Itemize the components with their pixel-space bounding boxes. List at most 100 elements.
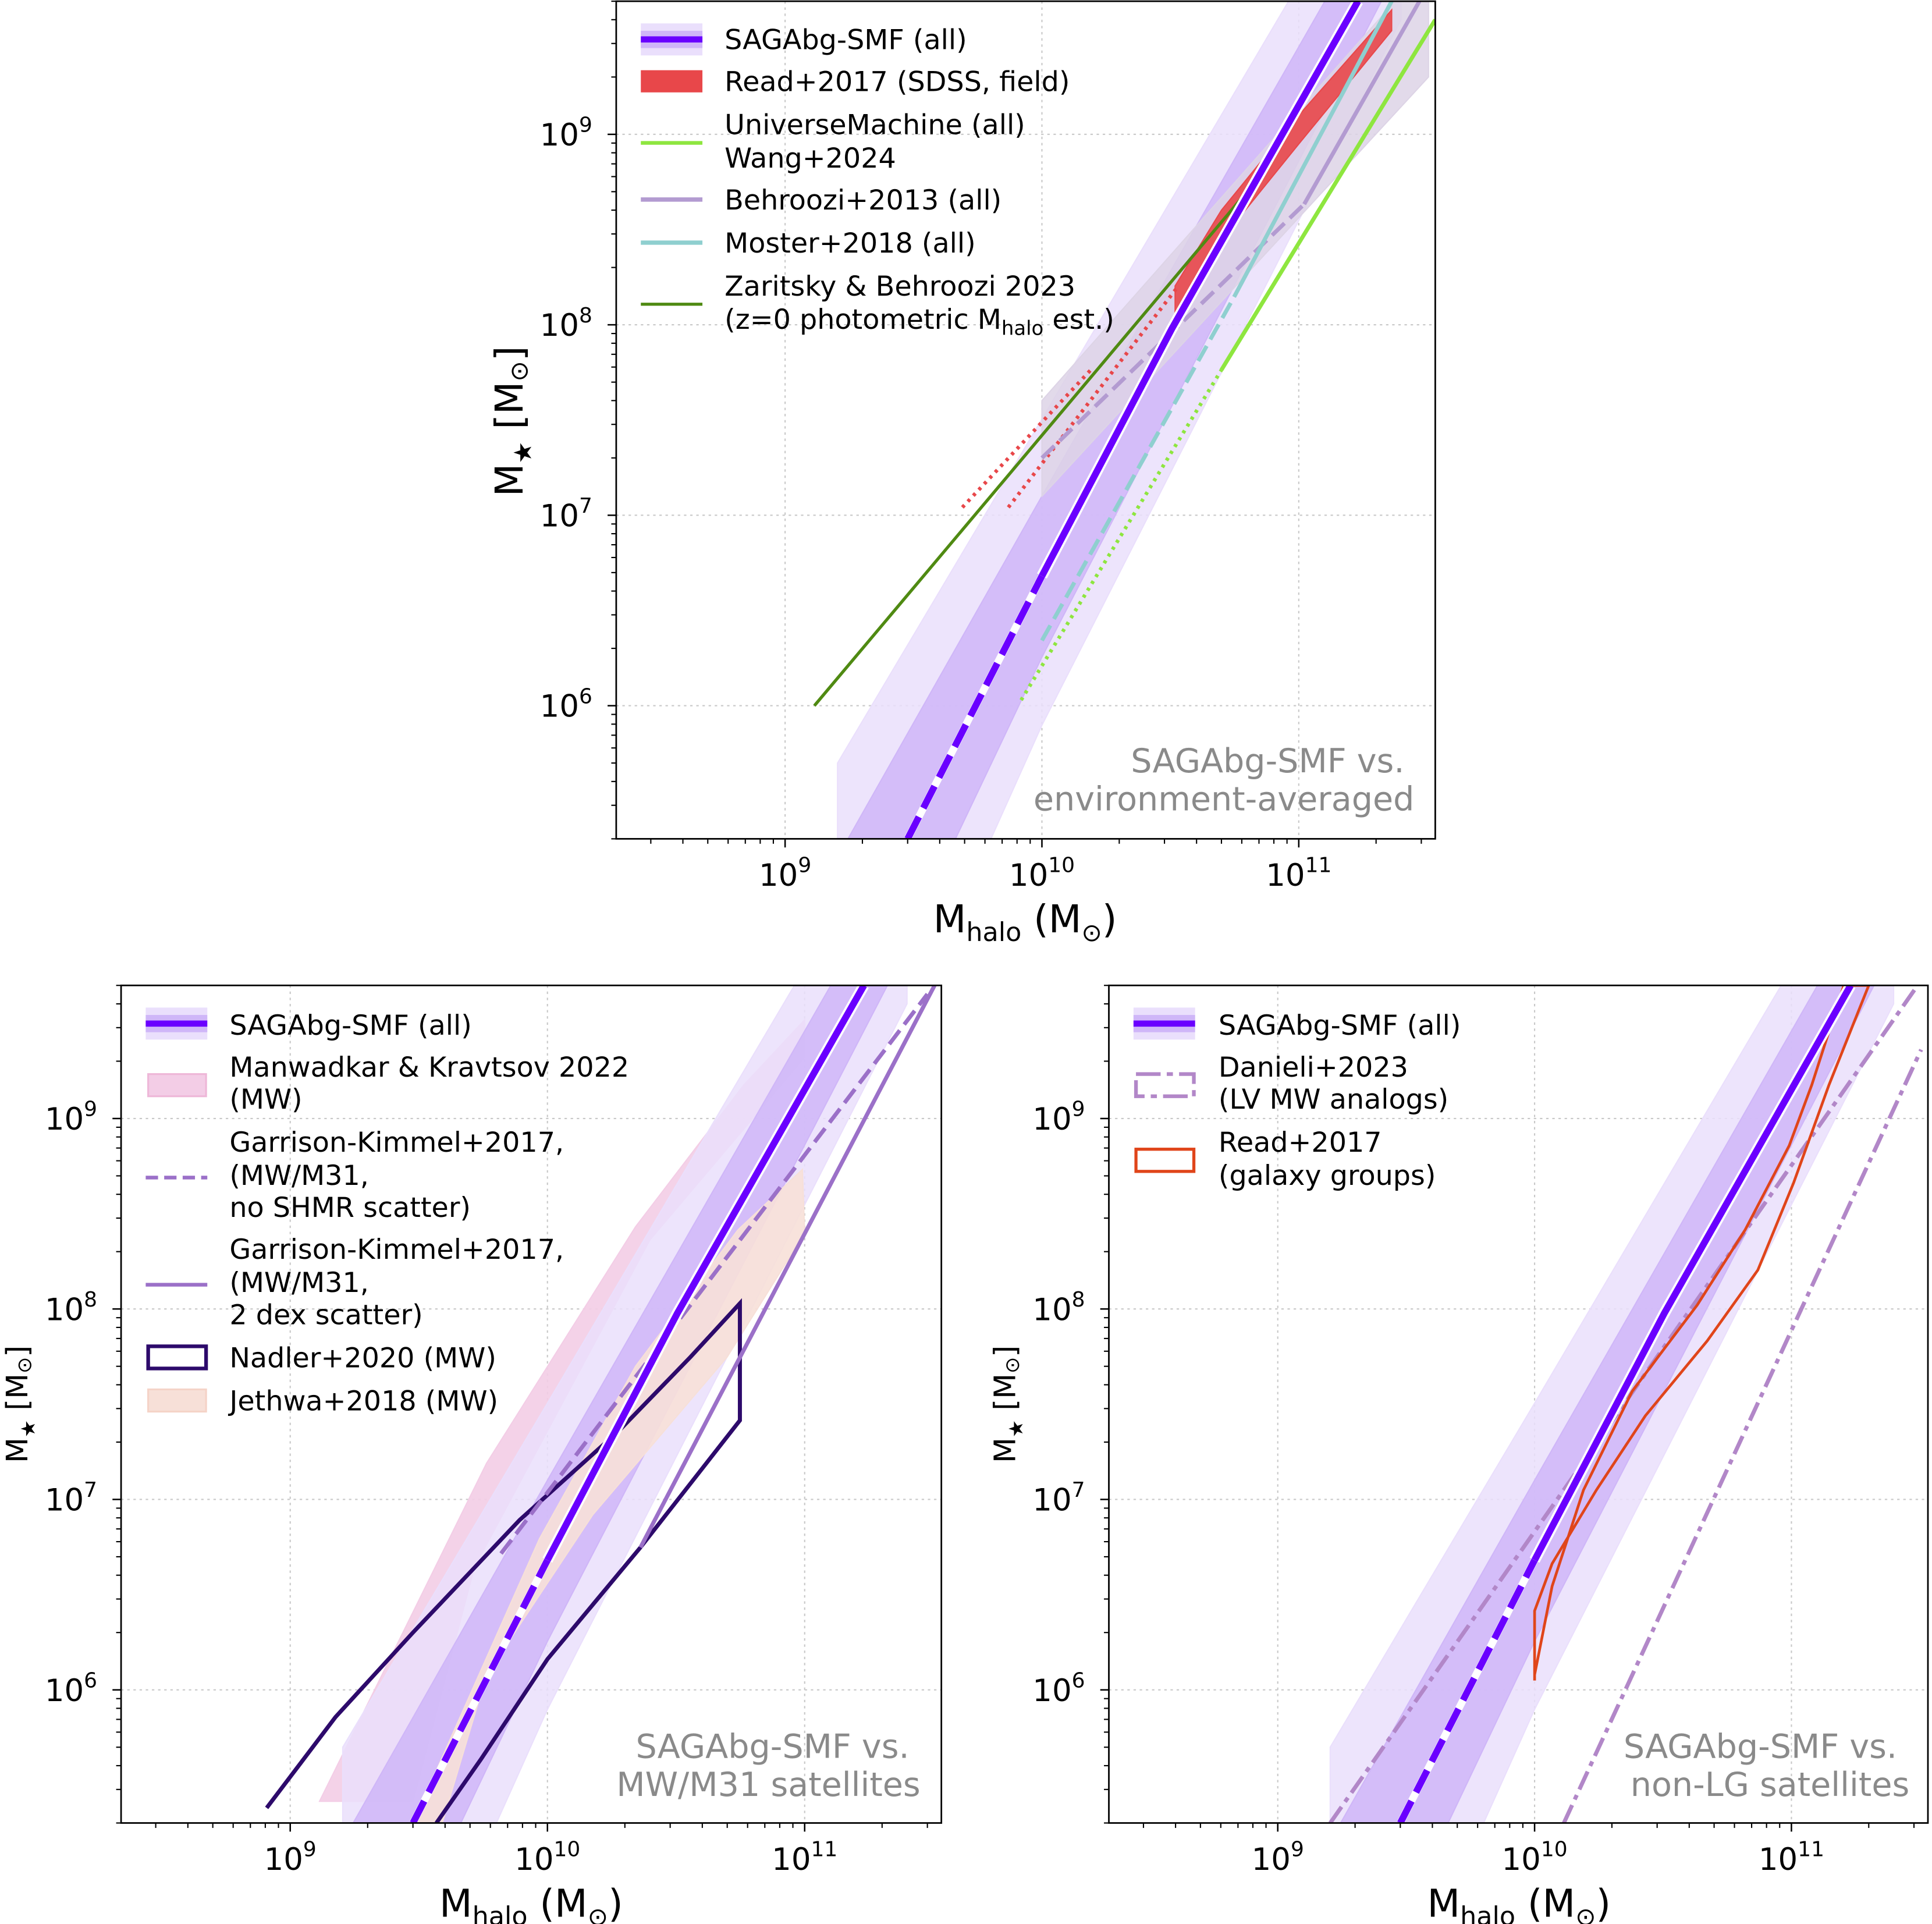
legend-label: Wang+2024 bbox=[724, 143, 896, 175]
x-tick-label: 109 bbox=[759, 853, 811, 893]
legend: SAGAbg-SMF (all) Read+2017 (SDSS, field)… bbox=[641, 23, 1114, 340]
legend: SAGAbg-SMF (all) Manwadkar & Kravtsov 20… bbox=[145, 1007, 629, 1417]
y-tick-label: 106 bbox=[1032, 1669, 1085, 1708]
legend-handle-sagabg bbox=[145, 1007, 208, 1040]
legend-handle-jethwa bbox=[147, 1388, 207, 1413]
y-tick-label: 106 bbox=[540, 684, 592, 724]
x-axis-label: Mhalo (M⊙) bbox=[439, 1882, 623, 1924]
x-tick-label: 1011 bbox=[1266, 853, 1331, 893]
sagabg-smf-all-line bbox=[544, 985, 867, 1562]
panel-environment-averaged: 109 1010 1011 106 107 108 109 SAGAbg-SMF (all)… bbox=[488, 0, 1436, 947]
legend-label: Garrison-Kimmel+2017, bbox=[229, 1234, 564, 1266]
legend: SAGAbg-SMF (all) Danieli+2023 (LV MW ana… bbox=[1133, 1007, 1461, 1192]
legend-label: Nadler+2020 (MW) bbox=[229, 1342, 496, 1374]
legend-handle-danieli bbox=[1134, 1072, 1196, 1098]
y-tick-label: 107 bbox=[540, 494, 592, 534]
ticks: 109 1010 1011 106 107 108 109 bbox=[540, 1, 1422, 893]
legend-handle-nadler bbox=[146, 1344, 208, 1371]
panel-mw-m31-satellites: 109 1010 1011 106 107 108 109 SAGAbg-SMF (all)… bbox=[0, 984, 943, 1924]
y-tick-label: 109 bbox=[45, 1098, 97, 1137]
legend-label: SAGAbg-SMF (all) bbox=[1219, 1010, 1461, 1042]
y-axis-label: M★ [M⊙] bbox=[488, 346, 537, 496]
sagabg-smf-all-line bbox=[1531, 985, 1854, 1562]
y-tick-label: 107 bbox=[45, 1478, 97, 1518]
legend-label: Moster+2018 (all) bbox=[724, 228, 976, 260]
danieli-2023-lv-mw-analogs-dashdot-line bbox=[1562, 1049, 1923, 1823]
plot-area bbox=[265, 985, 937, 1823]
plot-area bbox=[813, 1, 1436, 839]
legend-handle-read-groups bbox=[1134, 1148, 1196, 1173]
plot-area bbox=[1328, 985, 1923, 1823]
legend-label: Manwadkar & Kravtsov 2022 bbox=[229, 1052, 629, 1084]
axes-frame bbox=[615, 0, 1436, 840]
read-2017-sdss-field-dotted-line bbox=[1007, 285, 1180, 509]
legend-label: Read+2017 bbox=[1219, 1127, 1382, 1159]
legend-label: no SHMR scatter) bbox=[229, 1192, 471, 1224]
nadler-2020-mw-solid-line bbox=[265, 1298, 742, 1823]
legend-label: SAGAbg-SMF (all) bbox=[229, 1010, 472, 1042]
x-tick-label: 1010 bbox=[514, 1838, 580, 1877]
universemachine-all-dotted-line bbox=[1020, 368, 1223, 701]
y-tick-label: 109 bbox=[1032, 1098, 1085, 1137]
danieli-2023-lv-mw-analogs-dashdot-line bbox=[1328, 985, 1920, 1823]
legend-label: Read+2017 (SDSS, field) bbox=[724, 66, 1070, 98]
axes-frame bbox=[1108, 984, 1929, 1824]
legend-label: (MW) bbox=[229, 1084, 302, 1116]
legend-label: (MW/M31, bbox=[229, 1160, 369, 1192]
legend-label: 2 dex scatter) bbox=[229, 1299, 422, 1331]
legend-label: (z=0 photometric Mhalo est.) bbox=[724, 304, 1114, 340]
legend-label: UniverseMachine (all) bbox=[724, 109, 1025, 141]
annotation: SAGAbg-SMF vs. bbox=[635, 1727, 909, 1766]
y-tick-label: 109 bbox=[540, 113, 592, 153]
ticks: 109 1010 1011 106 107 108 109 bbox=[1032, 985, 1915, 1877]
annotation: non-LG satellites bbox=[1631, 1766, 1909, 1804]
legend-label: Behroozi+2013 (all) bbox=[724, 184, 1001, 216]
annotation: SAGAbg-SMF vs. bbox=[1624, 1727, 1897, 1766]
legend-handle-sagabg bbox=[641, 23, 703, 56]
universemachine-all-solid-line bbox=[1219, 19, 1436, 371]
annotation: SAGAbg-SMF vs. bbox=[1131, 742, 1404, 780]
x-tick-label: 109 bbox=[264, 1838, 317, 1877]
x-tick-label: 1010 bbox=[1009, 853, 1075, 893]
garrison-kimmel-2017-mw-m31-2-dex-scatter-solid-line bbox=[638, 985, 937, 1549]
legend-handle-read-field bbox=[641, 70, 703, 93]
legend-label: (LV MW analogs) bbox=[1219, 1084, 1448, 1116]
sagabg-smf-all-band bbox=[1340, 985, 1875, 1823]
y-tick-label: 108 bbox=[540, 304, 592, 343]
legend-label: SAGAbg-SMF (all) bbox=[724, 24, 967, 56]
x-tick-label: 1011 bbox=[772, 1838, 837, 1877]
x-axis-label: Mhalo (M⊙) bbox=[933, 897, 1117, 947]
read-2017-galaxy-groups-contour bbox=[1533, 985, 1870, 1681]
annotation: environment-averaged bbox=[1034, 780, 1415, 819]
legend-label: (MW/M31, bbox=[229, 1267, 369, 1299]
x-tick-label: 1011 bbox=[1759, 1838, 1824, 1877]
x-tick-label: 109 bbox=[1252, 1838, 1304, 1877]
zaritsky-behroozi-2023-solid-line bbox=[813, 184, 1254, 707]
y-tick-label: 106 bbox=[45, 1669, 97, 1708]
sagabg-smf-all-line bbox=[1039, 1, 1361, 578]
y-tick-label: 108 bbox=[45, 1288, 97, 1327]
annotation: MW/M31 satellites bbox=[616, 1766, 920, 1804]
axes-frame bbox=[120, 984, 943, 1824]
legend-label: Jethwa+2018 (MW) bbox=[228, 1385, 498, 1417]
moster-2018-all-dashed-line bbox=[1040, 296, 1236, 642]
legend-handle-manwadkar bbox=[147, 1073, 207, 1098]
x-tick-label: 1010 bbox=[1502, 1838, 1568, 1877]
sagabg-smf-all-dashed-line bbox=[410, 1559, 551, 1823]
behroozi-2013-all-band bbox=[1041, 1, 1429, 498]
ticks: 109 1010 1011 106 107 108 109 bbox=[45, 985, 928, 1877]
legend-label: (galaxy groups) bbox=[1219, 1160, 1436, 1192]
y-tick-label: 107 bbox=[1032, 1478, 1085, 1518]
panel-non-lg-satellites: 109 1010 1011 106 107 108 109 SAGAbg-SMF (all)… bbox=[988, 984, 1929, 1924]
moster-2018-all-solid-line bbox=[1232, 1, 1394, 298]
y-axis-label: M★ [M⊙] bbox=[0, 1346, 40, 1463]
x-axis-label: Mhalo (M⊙) bbox=[1427, 1882, 1611, 1924]
garrison-kimmel-2017-mw-m31-no-shmr-scatter-dashed-line bbox=[499, 993, 929, 1555]
y-tick-label: 108 bbox=[1032, 1288, 1085, 1327]
legend-handle-sagabg bbox=[1133, 1007, 1195, 1040]
legend-label: Zaritsky & Behroozi 2023 bbox=[724, 271, 1075, 303]
legend-label: Garrison-Kimmel+2017, bbox=[229, 1127, 564, 1159]
sagabg-smf-all-dashed-line bbox=[904, 574, 1045, 839]
behroozi-2013-all-solid-line bbox=[1302, 1, 1422, 205]
